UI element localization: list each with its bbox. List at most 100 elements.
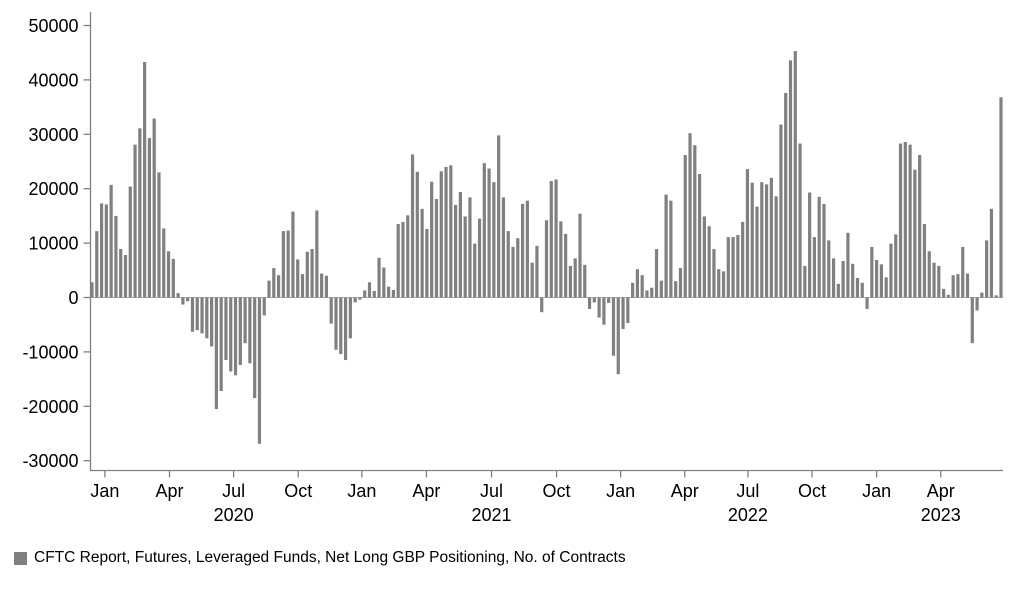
bar [339,297,343,355]
bar [631,282,635,298]
x-tick-label: Jul [222,481,245,501]
bar [434,199,439,298]
bar [788,60,793,298]
x-tick-label: Oct [284,481,312,501]
bar [200,297,204,334]
bar [707,226,711,298]
bar [626,297,630,324]
y-tick-label: -30000 [22,451,78,471]
bar [329,297,333,324]
bar [315,210,319,298]
bar [525,200,529,298]
bar [750,182,754,298]
bar [784,92,788,298]
bar [549,181,553,298]
bar [731,237,735,298]
bar [497,135,501,298]
bar [568,265,573,298]
bar [473,243,477,298]
x-year-label: 2023 [921,505,961,525]
bar [219,297,223,392]
x-tick-label: Jul [480,481,503,501]
bar [267,280,271,298]
bar [951,275,955,298]
bar [171,258,175,298]
bar [205,297,209,339]
bar [946,294,950,298]
bar [257,297,262,444]
bar [583,264,587,298]
bar [640,275,644,298]
bar [717,269,721,298]
bar [99,203,104,298]
bar [410,154,415,298]
bar [377,257,381,298]
bar [669,200,673,298]
bar [865,297,869,309]
bar [678,268,683,298]
bar [358,297,362,300]
bar [530,262,534,298]
bar [401,221,405,298]
bar [387,286,391,298]
bar [654,249,659,298]
bar [812,237,817,298]
bar [425,228,429,298]
bar [741,221,745,298]
bar [898,143,903,298]
bar [243,297,247,344]
y-tick-label: 40000 [28,70,78,90]
bar [774,196,778,298]
bar [181,297,185,305]
bar [989,208,994,298]
bar [166,251,171,298]
bar [511,246,515,298]
bar [506,231,510,298]
legend-label: CFTC Report, Futures, Leveraged Funds, N… [34,549,626,566]
bar [889,243,893,298]
bar [564,233,568,298]
x-tick-label: Jan [347,481,376,501]
bar [233,297,238,376]
bar [602,297,606,325]
bar [702,216,706,298]
bar [607,297,611,303]
bar [755,206,759,298]
bar [114,215,118,298]
bar [276,275,281,298]
bar [420,208,424,298]
y-tick-label: -10000 [22,342,78,362]
bar [454,205,458,298]
bar [999,97,1003,298]
bar [875,259,879,298]
bar [430,181,434,298]
x-tick-label: Jan [606,481,635,501]
x-tick-label: Apr [671,481,699,501]
bar [147,138,152,298]
x-tick-label: Apr [412,481,440,501]
y-tick-label: -20000 [22,397,78,417]
bar [291,211,295,298]
bar [363,290,367,298]
bar [578,213,582,298]
legend-swatch-icon [14,551,27,565]
bar [827,240,831,298]
bar [884,277,888,298]
bar [343,297,348,361]
bar [449,165,453,298]
bar [674,281,678,298]
bar [396,224,400,298]
bar [894,234,898,298]
bar [956,274,960,298]
bar [903,141,907,298]
bar [162,228,166,298]
bar [439,171,443,298]
bar [760,182,764,298]
bar [119,249,123,298]
x-tick-label: Oct [798,481,826,501]
bar [300,274,305,298]
bar [176,293,180,298]
bar [320,273,324,298]
bar [803,265,807,298]
